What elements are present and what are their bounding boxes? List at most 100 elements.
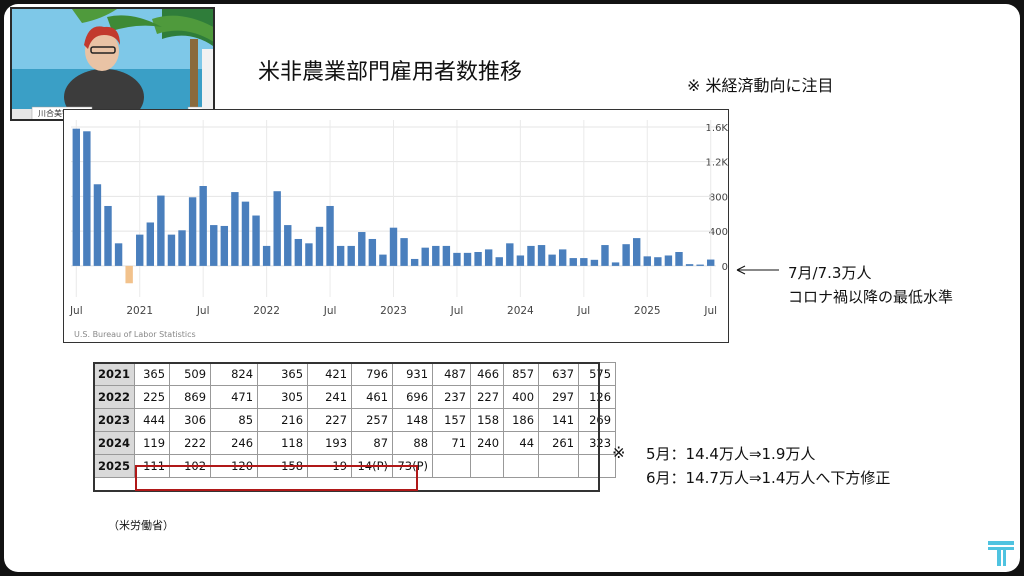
chart-bar [664, 255, 673, 266]
revision-mark: ※ [612, 443, 626, 462]
chart-bar [72, 128, 80, 266]
table-cell: 241 [307, 385, 353, 409]
table-cell: 796 [351, 362, 394, 386]
chart-bar [326, 205, 334, 266]
chart-bar [389, 227, 398, 266]
table-row: 2022 225 869 471 305 241 461 696 237 227 400 297 126 [92, 385, 617, 409]
table-cell: 111 [134, 454, 171, 478]
x-tick-label: Jul [576, 305, 590, 317]
table-cell: 323 [578, 431, 617, 455]
name-plate: 川合美智子 [38, 109, 78, 118]
chart-bar [252, 215, 260, 266]
table-cell [503, 454, 540, 478]
table-cell: 261 [538, 431, 580, 455]
table-year-cell: 2023 [92, 408, 136, 432]
chart-bar [347, 245, 355, 266]
table-cell: 88 [392, 431, 434, 455]
chart-bar [696, 264, 704, 266]
chart-bar [199, 186, 207, 266]
table-cell: 157 [432, 408, 472, 432]
y-tick-label: 800 [709, 192, 728, 203]
table-cell: 102 [169, 454, 212, 478]
table-row: 2025 111 102 120 158 19 14(P) 73(P) [92, 454, 617, 478]
table-cell: 141 [538, 408, 580, 432]
chart-bar [506, 243, 514, 266]
chart-bar [210, 225, 218, 266]
table-cell [470, 454, 505, 478]
chart-bar [305, 243, 313, 266]
table-cell: 119 [134, 431, 171, 455]
table-cell: 297 [538, 385, 580, 409]
chart-bar [484, 249, 493, 266]
chart-frame: 0 400 800 1.2K 1.6K Jul 2021 Jul 2022 Jul 2023 Jul 2… [63, 109, 729, 343]
x-tick-label: Jul [450, 305, 464, 317]
chart-bar [580, 258, 588, 266]
chart-bar [707, 259, 715, 266]
chart-bar [262, 245, 271, 266]
x-tick-label: Jul [323, 305, 337, 317]
webcam-scene [12, 9, 213, 119]
chart-bar [442, 245, 451, 266]
chart-bar [104, 205, 112, 266]
callout-arrow-icon [736, 265, 779, 275]
chart-bar [622, 244, 630, 266]
chart-bar [463, 252, 472, 266]
table-cell: 227 [307, 408, 353, 432]
table-cell: 575 [578, 362, 617, 386]
table-cell: 216 [257, 408, 309, 432]
chart-bar [611, 262, 620, 266]
table-cell: 444 [134, 408, 171, 432]
x-tick-label: Jul [703, 305, 717, 317]
table-cell [538, 454, 580, 478]
chart-bar [453, 252, 461, 266]
chart-bar [643, 256, 651, 266]
chart-bar [231, 192, 239, 266]
table-cell: 87 [351, 431, 394, 455]
table-cell: 73(P) [392, 454, 434, 478]
table-cell: 148 [392, 408, 434, 432]
chart-bar [336, 245, 345, 266]
chart-bar [675, 252, 683, 266]
table-cell: 193 [307, 431, 353, 455]
chart-bar [125, 265, 133, 284]
chart-bar [273, 191, 281, 266]
x-tick-label: 2021 [126, 305, 153, 317]
table-cell: 227 [470, 385, 505, 409]
callout-july-value: 7月/7.3万人 [788, 264, 872, 282]
chart-source: U.S. Bureau of Labor Statistics [74, 330, 196, 339]
table-cell: 44 [503, 431, 540, 455]
chart-bar [632, 238, 641, 266]
chart-bar [685, 264, 694, 266]
chart-bar [410, 258, 419, 266]
chart-bar [421, 247, 429, 266]
x-tick-label: 2025 [634, 305, 661, 317]
chart-bar [548, 254, 556, 266]
chart-bar [220, 225, 229, 266]
table-source: （米労働省） [108, 519, 174, 532]
y-tick-label: 1.6K [706, 123, 728, 134]
x-tick-label: 2023 [380, 305, 407, 317]
y-tick-label: 0 [722, 262, 728, 273]
table-cell: 19 [307, 454, 353, 478]
table-cell: 71 [432, 431, 472, 455]
callout-lowest-level: コロナ禍以降の最低水準 [788, 288, 954, 306]
table-cell: 696 [392, 385, 434, 409]
table-cell: 85 [210, 408, 259, 432]
table-cell: 869 [169, 385, 212, 409]
payroll-table: 2021 365 509 824 365 421 796 931 487 466 857 637 575… [92, 362, 617, 478]
table-year-cell: 2025 [92, 454, 136, 478]
table-cell: 158 [257, 454, 309, 478]
table-row: 2024 119 222 246 118 193 87 88 71 240 44 261 323 [92, 431, 617, 455]
table-cell: 365 [134, 362, 171, 386]
table-cell: 257 [351, 408, 394, 432]
chart-bar [537, 245, 546, 266]
table-cell: 400 [503, 385, 540, 409]
chart-bar [93, 184, 102, 266]
x-tick-label: Jul [196, 305, 210, 317]
table-cell: 466 [470, 362, 505, 386]
table-cell: 509 [169, 362, 212, 386]
table-year-cell: 2022 [92, 385, 136, 409]
chart-bar [379, 254, 387, 266]
chart-bar [358, 232, 366, 266]
table-row: 2023 444 306 85 216 227 257 148 157 158 186 141 269 [92, 408, 617, 432]
